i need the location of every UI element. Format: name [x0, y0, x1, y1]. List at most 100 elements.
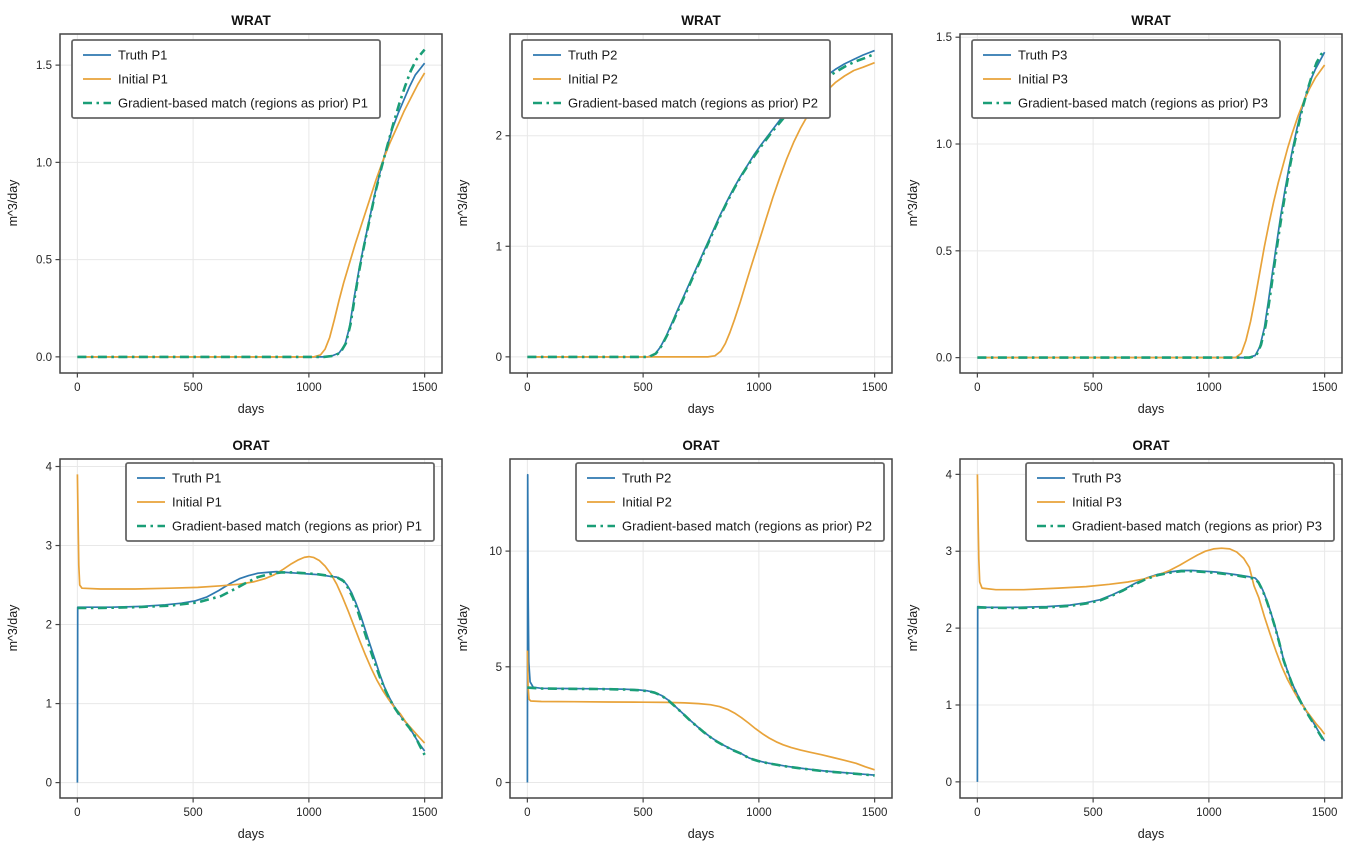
series-line-gradient-based-match-regions-as-prior-p1 — [77, 48, 426, 359]
axes-frame — [509, 33, 893, 374]
series-group — [977, 49, 1326, 359]
y-tick-label: 0 — [46, 778, 52, 790]
legend-label: Gradient-based match (regions as prior) … — [1072, 519, 1322, 534]
y-tick-label: 1 — [946, 700, 952, 712]
y-tick-label: 1.5 — [36, 60, 52, 72]
plot-canvas-orat-p1: 0 500 1000 1500 0 1 2 3 4 Truth P1 Initial P1 Gradi… — [46, 458, 443, 819]
ticks: 0 500 1000 1500 0 1 2 3 4 — [46, 462, 438, 819]
x-tick-label: 1000 — [746, 382, 772, 394]
y-tick-label: 0 — [496, 352, 502, 364]
subplot-wrat-p1: WRAT m^3/day days 0 500 1000 1500 0.0 0.5 1.0 1… — [0, 0, 450, 425]
series-line-truth-p1 — [76, 570, 426, 783]
y-tick-label: 10 — [489, 546, 502, 558]
y-tick-label: 0.5 — [936, 246, 952, 258]
grid — [960, 34, 1342, 373]
y-tick-label: 0.5 — [36, 255, 52, 267]
series-group — [76, 474, 426, 783]
axes-frame — [59, 33, 443, 374]
x-tick-label: 1500 — [412, 807, 438, 819]
subplot-orat-p3: ORAT m^3/day days 0 500 1000 1500 0 1 2 3 4 Truth… — [900, 425, 1350, 850]
ticks: 0 500 1000 1500 0 1 2 — [496, 131, 888, 394]
y-tick-label: 1 — [46, 699, 52, 711]
legend-box — [971, 39, 1281, 119]
x-tick-label: 500 — [1084, 382, 1103, 394]
legend: Truth P2 Initial P2 Gradient-based match (… — [575, 462, 885, 542]
subplot-wrat-p2: WRAT m^3/day days 0 500 1000 1500 0 1 2 Truth P… — [450, 0, 900, 425]
legend-label: Truth P3 — [1072, 471, 1121, 486]
x-tick-label: 500 — [1084, 807, 1103, 819]
legend-label: Initial P2 — [568, 72, 618, 87]
legend-label: Truth P3 — [1018, 48, 1067, 63]
legend-label: Truth P1 — [172, 471, 221, 486]
axes-frame — [959, 33, 1343, 374]
legend: Truth P1 Initial P1 Gradient-based match (… — [71, 39, 381, 119]
x-tick-label: 500 — [634, 807, 653, 819]
plot-title: ORAT — [1132, 438, 1170, 453]
plot-canvas-orat-p3: 0 500 1000 1500 0 1 2 3 4 Truth P3 Initial P3 Gradi… — [946, 458, 1343, 819]
x-axis-label: days — [237, 402, 265, 416]
plot-canvas-wrat-p2: 0 500 1000 1500 0 1 2 Truth P2 Initial P2 Gradien… — [496, 33, 893, 394]
y-tick-label: 0.0 — [36, 352, 52, 364]
legend-label: Initial P1 — [172, 495, 222, 510]
plot-title: WRAT — [1131, 13, 1171, 28]
x-axis-label: days — [1137, 827, 1165, 841]
y-tick-label: 2 — [946, 623, 952, 635]
legend-label: Initial P3 — [1072, 495, 1122, 510]
x-tick-label: 0 — [974, 807, 980, 819]
x-tick-label: 1500 — [862, 807, 888, 819]
y-tick-label: 0 — [946, 777, 952, 789]
x-axis-label: days — [1137, 402, 1165, 416]
plot-canvas-orat-p2: 0 500 1000 1500 0 5 10 Truth P2 Initial P2 Gradie… — [489, 458, 893, 819]
legend-label: Gradient-based match (regions as prior) … — [118, 96, 368, 111]
y-tick-label: 3 — [946, 546, 952, 558]
x-tick-label: 0 — [74, 807, 80, 819]
y-tick-label: 1.5 — [936, 32, 952, 44]
plot-title: WRAT — [681, 13, 721, 28]
x-tick-label: 1500 — [412, 382, 438, 394]
legend-label: Gradient-based match (regions as prior) … — [622, 519, 872, 534]
legend: Truth P1 Initial P1 Gradient-based match (… — [125, 462, 435, 542]
legend-label: Initial P2 — [622, 495, 672, 510]
y-tick-label: 0.0 — [936, 353, 952, 365]
x-tick-label: 0 — [524, 382, 530, 394]
x-tick-label: 1500 — [1312, 382, 1338, 394]
legend-label: Initial P1 — [118, 72, 168, 87]
legend: Truth P3 Initial P3 Gradient-based match (… — [1025, 462, 1335, 542]
y-tick-label: 1.0 — [936, 139, 952, 151]
x-tick-label: 1000 — [746, 807, 772, 819]
axes-frame — [59, 458, 443, 799]
x-axis-label: days — [687, 402, 715, 416]
legend-box — [575, 462, 885, 542]
series-group — [976, 474, 1326, 782]
series-line-initial-p2 — [526, 650, 875, 771]
y-tick-label: 1 — [496, 241, 502, 253]
axes-frame — [509, 458, 893, 799]
series-line-gradient-based-match-regions-as-prior-p3 — [977, 49, 1326, 359]
y-tick-label: 3 — [46, 541, 52, 553]
legend-label: Truth P2 — [568, 48, 617, 63]
plot-title: ORAT — [682, 438, 720, 453]
series-line-initial-p1 — [76, 474, 426, 744]
x-tick-label: 1000 — [1196, 807, 1222, 819]
x-tick-label: 1000 — [296, 807, 322, 819]
subplot-orat-p1: ORAT m^3/day days 0 500 1000 1500 0 1 2 3 4 Truth… — [0, 425, 450, 850]
series-line-initial-p3 — [977, 64, 1326, 359]
series-line-gradient-based-match-regions-as-prior-p2 — [527, 686, 875, 777]
legend-box — [521, 39, 831, 119]
y-tick-label: 4 — [46, 462, 53, 474]
x-tick-label: 0 — [74, 382, 80, 394]
x-tick-label: 500 — [184, 807, 203, 819]
plot-canvas-wrat-p3: 0 500 1000 1500 0.0 0.5 1.0 1.5 Truth P3 Initial … — [936, 32, 1343, 394]
y-tick-label: 0 — [496, 777, 502, 789]
legend-label: Gradient-based match (regions as prior) … — [568, 96, 818, 111]
subplot-orat-p2: ORAT m^3/day days 0 500 1000 1500 0 5 10 Truth … — [450, 425, 900, 850]
x-tick-label: 1000 — [296, 382, 322, 394]
y-tick-label: 1.0 — [36, 157, 52, 169]
legend-label: Initial P3 — [1018, 72, 1068, 87]
legend: Truth P3 Initial P3 Gradient-based match (… — [971, 39, 1281, 119]
x-tick-label: 1500 — [862, 382, 888, 394]
ticks: 0 500 1000 1500 0.0 0.5 1.0 1.5 — [936, 32, 1337, 394]
legend-label: Gradient-based match (regions as prior) … — [172, 519, 422, 534]
ticks: 0 500 1000 1500 0 1 2 3 4 — [946, 469, 1338, 819]
series-line-initial-p3 — [976, 474, 1326, 735]
